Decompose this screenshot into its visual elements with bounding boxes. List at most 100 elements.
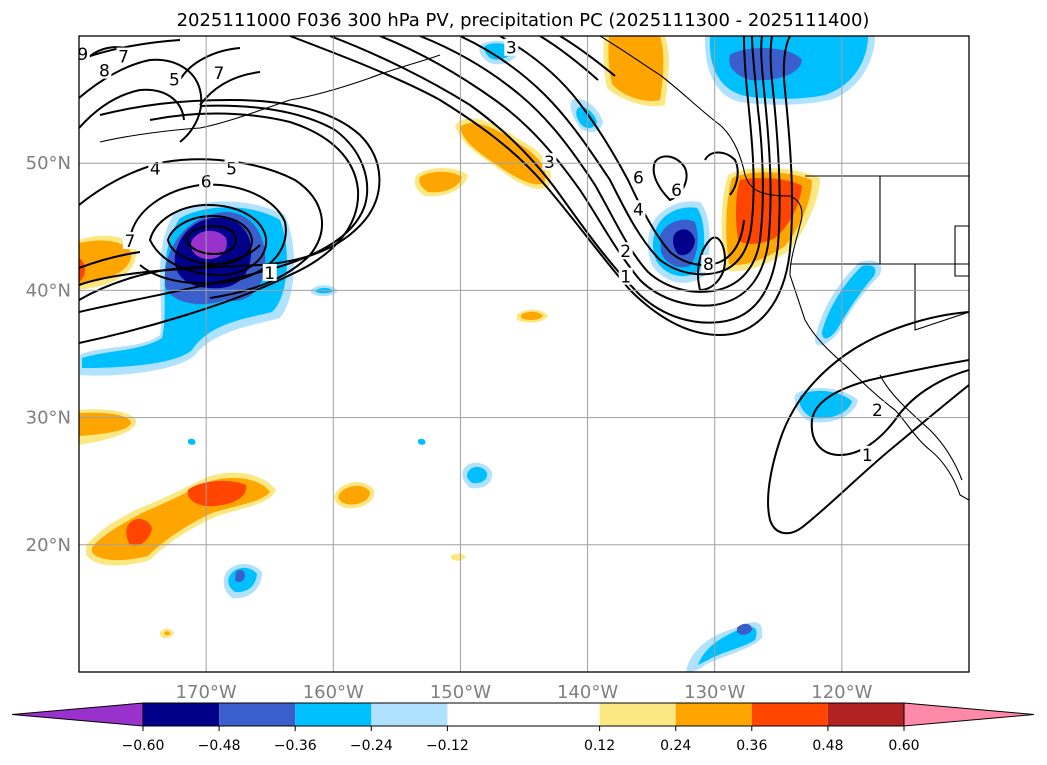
pc-fill-panhandle	[608, 36, 664, 102]
pc-fill-california	[799, 390, 852, 419]
contour-label: 4	[150, 160, 161, 180]
pv-contour	[79, 98, 381, 286]
contour-label-bg	[211, 64, 226, 82]
pv-contour	[79, 251, 141, 269]
contour-label: 9	[77, 45, 88, 65]
contour-label-bg	[870, 401, 885, 419]
contour-label: 7	[118, 48, 129, 68]
contour-label-bg	[224, 159, 239, 177]
pc-fill-subtropical	[451, 553, 466, 561]
colorbar-tick-label: 0.60	[888, 738, 919, 754]
colorbar-tick-label: −0.12	[426, 738, 469, 754]
contour-label: 8	[703, 255, 714, 275]
pc-fill-subtropical	[417, 438, 426, 445]
pv-contour	[289, 36, 794, 337]
pv-contour	[652, 155, 688, 202]
colorbar-tick-label: −0.24	[350, 738, 393, 754]
pv-contour	[810, 359, 969, 457]
pc-fill-subtropical	[521, 311, 543, 321]
pv-contour	[379, 36, 772, 307]
contour-label: 6	[671, 181, 682, 201]
pv-contour	[539, 36, 616, 81]
colorbar-tick-label: −0.48	[198, 738, 241, 754]
colorbar-swatch	[827, 703, 904, 726]
colorbar-tick-label: 0.48	[812, 738, 843, 754]
precipitation-pc-fill	[79, 36, 882, 672]
lat-tick-label: 20°N	[26, 535, 71, 556]
pc-fill-subtropical	[187, 480, 247, 507]
lat-tick-label: 30°N	[26, 408, 71, 429]
pc-fill-subtropical	[338, 485, 370, 505]
colorbar-tick-label: −0.60	[122, 738, 165, 754]
contour-label-bg	[860, 445, 875, 463]
colorbar-tick-labels: −0.60 −0.48 −0.36 −0.24 −0.12 0.12 0.24 0.36 0.4…	[122, 726, 920, 754]
lon-tick-label: 170°W	[176, 682, 237, 703]
pv-contour	[166, 214, 254, 266]
pv-contour	[129, 183, 287, 285]
pv-contours	[79, 36, 969, 535]
colorbar-swatch	[599, 703, 676, 726]
colorbar-swatch	[295, 703, 372, 726]
latitude-tick-labels: 50°N 40°N 30°N 20°N	[26, 153, 71, 556]
map-gridlines	[79, 36, 969, 672]
pc-fill-west-edge	[79, 240, 132, 284]
map-frame	[78, 35, 970, 673]
coastline-baja	[879, 374, 963, 481]
colorbar-tick-label: 0.36	[736, 738, 767, 754]
contour-label-bg	[148, 159, 163, 177]
colorbar-extend-high	[903, 702, 1035, 727]
contour-label-bg	[631, 168, 646, 186]
contour-label: 5	[169, 71, 180, 91]
contour-label-bg	[618, 242, 633, 260]
contour-label: 4	[633, 200, 644, 220]
colorbar	[11, 702, 1035, 727]
pc-fill-west-edge	[79, 412, 131, 436]
lon-tick-label: 130°W	[684, 682, 745, 703]
lat-tick-label: 50°N	[26, 153, 71, 174]
colorbar-swatch	[371, 703, 448, 726]
contour-label: 1	[264, 264, 275, 284]
pc-fill-pacific-nw	[735, 178, 802, 244]
pv-contour	[704, 151, 739, 196]
pv-contour	[79, 104, 369, 313]
pc-fill-subtropical	[235, 569, 245, 583]
pc-fill-gulf	[419, 171, 462, 193]
pv-contour	[329, 36, 781, 324]
pc-fill-subtropical	[187, 438, 196, 445]
pc-fill-subtropical	[698, 626, 757, 665]
pv-contour	[79, 158, 323, 299]
contour-label-bg	[504, 38, 519, 56]
contour-label-bg	[631, 200, 646, 218]
contour-label: 2	[620, 242, 631, 262]
map-background	[79, 36, 969, 672]
lon-tick-label: 140°W	[557, 682, 618, 703]
contour-label-bg	[669, 181, 684, 199]
colorbar-outline	[142, 702, 905, 727]
chart-title: 2025111000 F036 300 hPa PV, precipitatio…	[177, 10, 870, 31]
contour-label-bg	[167, 70, 182, 88]
contour-label-bg	[542, 153, 557, 171]
pv-contour	[767, 311, 969, 535]
pv-contour	[179, 47, 261, 106]
pv-contour	[79, 244, 261, 301]
contour-label-bg	[701, 254, 716, 272]
pc-fill-subtropical	[126, 518, 152, 546]
pc-fill-subtropical	[737, 623, 752, 635]
colorbar-tick-label: 0.24	[660, 738, 691, 754]
pv-contour	[459, 36, 755, 276]
colorbar-swatch	[675, 703, 752, 726]
colorbar-swatch	[751, 703, 828, 726]
lat-tick-label: 40°N	[26, 280, 71, 301]
pc-fill-gulf	[576, 106, 597, 129]
contour-label: 5	[226, 160, 237, 180]
colorbar-tick-label: −0.36	[274, 738, 317, 754]
border-state	[790, 176, 969, 331]
pc-fill-gulf	[460, 123, 546, 185]
contour-label: 7	[213, 64, 224, 84]
contour-label: 1	[620, 268, 631, 288]
pc-fill-coastal-low	[673, 229, 695, 256]
pc-fill-california	[822, 265, 876, 339]
contour-label-bg	[618, 267, 633, 285]
pc-fill-west-edge	[79, 258, 86, 282]
